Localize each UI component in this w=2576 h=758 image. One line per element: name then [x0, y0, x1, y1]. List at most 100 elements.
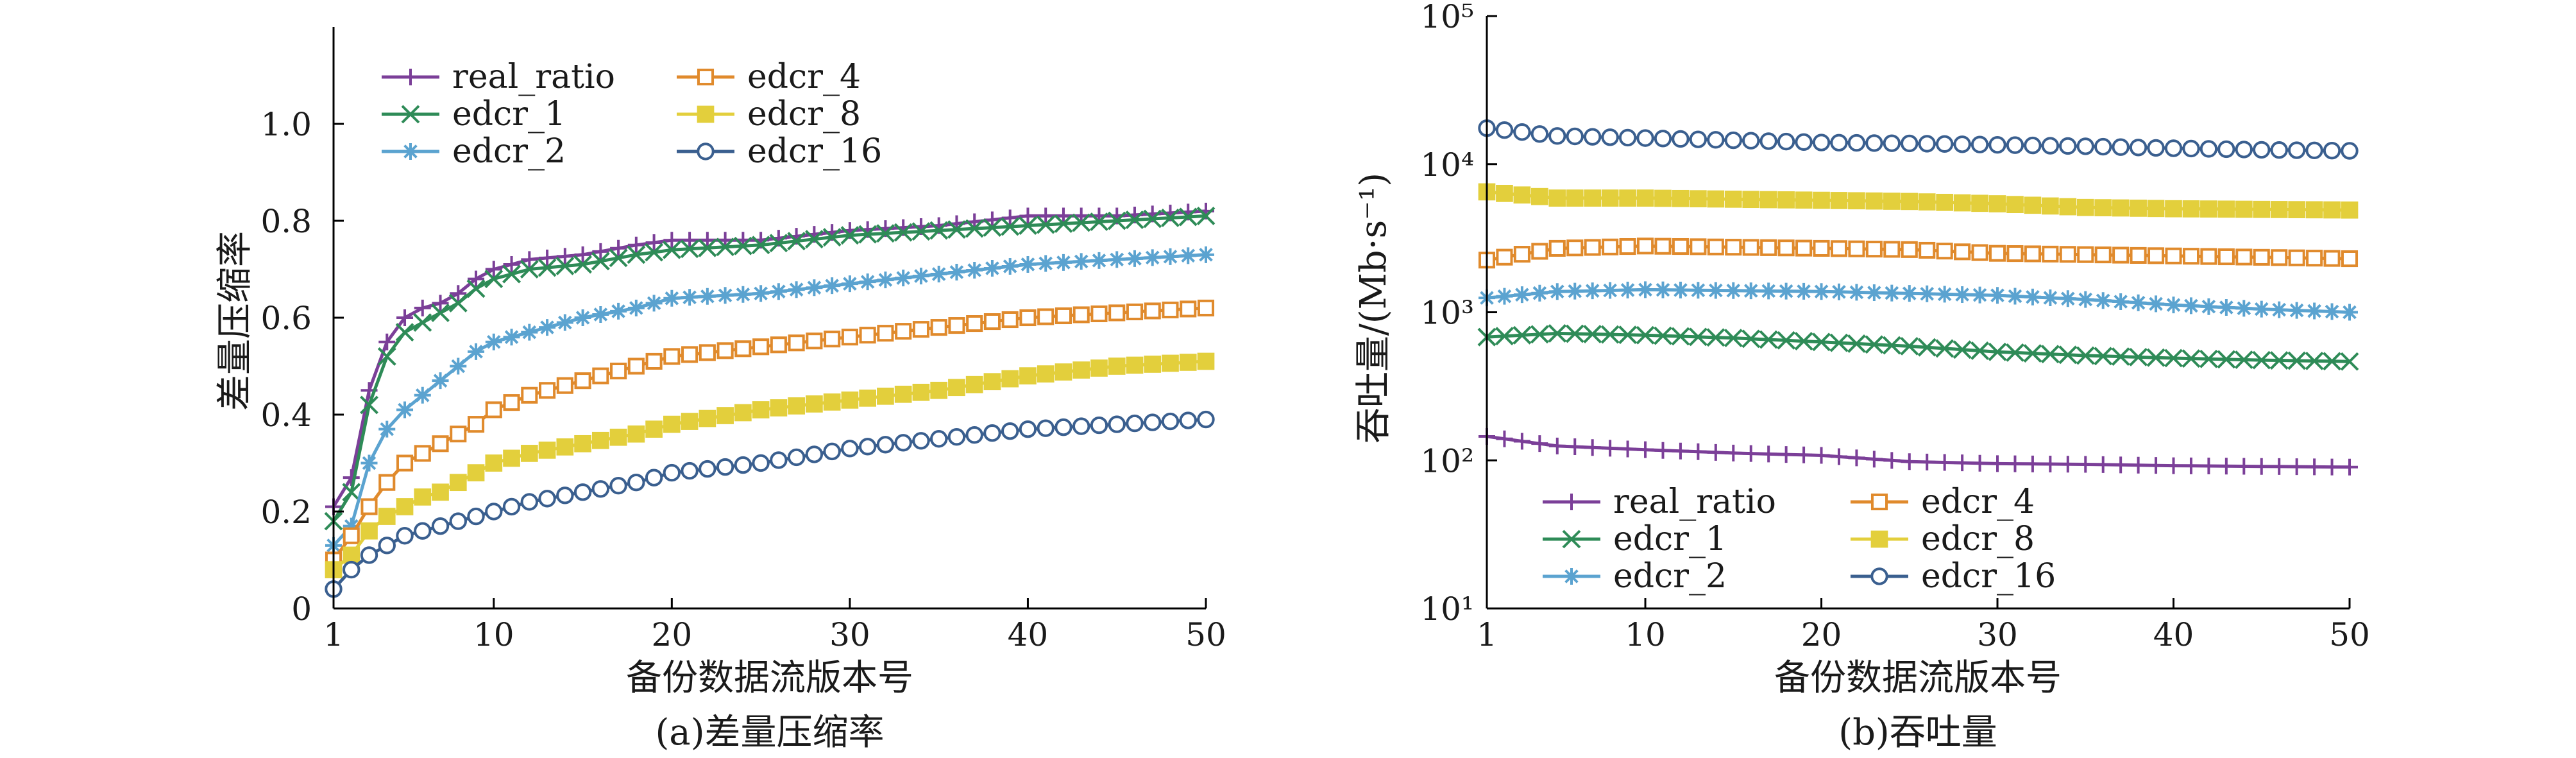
data-point-edcr_8	[503, 449, 520, 467]
data-point-edcr_2	[1707, 282, 1724, 299]
data-point-real_ratio	[1901, 453, 1918, 470]
data-point-edcr_4	[645, 352, 663, 370]
data-point-edcr_8	[414, 488, 432, 506]
data-point-edcr_8	[1971, 194, 1988, 212]
data-point-real_ratio	[396, 309, 414, 326]
data-point-edcr_8	[894, 385, 912, 403]
data-point-edcr_4	[1901, 241, 1918, 258]
data-point-edcr_2	[556, 314, 573, 331]
data-point-edcr_4	[2130, 246, 2147, 264]
x-tick-label: 10	[1625, 616, 1666, 653]
data-point-edcr_8	[716, 407, 734, 424]
data-point-edcr_1	[1495, 327, 1514, 346]
data-point-real_ratio	[1971, 454, 1988, 472]
data-point-edcr_4	[450, 426, 467, 443]
panel-b-y-axis-title: 吞吐量/(Mb·s⁻¹)	[1353, 173, 1394, 444]
x-tick-label: 30	[1977, 616, 2018, 653]
data-point-edcr_2	[2253, 300, 2270, 318]
data-point-edcr_2	[770, 283, 787, 300]
data-point-edcr_8	[360, 522, 378, 540]
data-point-edcr_1	[840, 226, 860, 245]
data-point-edcr_2	[859, 273, 876, 291]
data-point-edcr_2	[1072, 253, 1090, 270]
data-point-edcr_1	[1161, 209, 1180, 227]
series-edcr_16	[1478, 119, 2359, 160]
data-point-edcr_16	[1566, 127, 1584, 146]
data-point-edcr_8	[663, 415, 681, 433]
data-point-real_ratio	[2165, 457, 2182, 474]
data-point-edcr_8	[2165, 200, 2182, 218]
data-point-real_ratio	[1707, 444, 1724, 461]
data-point-edcr_4	[681, 346, 699, 363]
data-point-edcr_8	[1584, 189, 1602, 207]
data-point-real_ratio	[663, 232, 681, 249]
data-point-edcr_16	[2341, 142, 2359, 160]
data-point-real_ratio	[1954, 454, 1971, 472]
data-point-edcr_1	[1036, 215, 1055, 234]
data-point-edcr_2	[1584, 282, 1601, 300]
data-point-edcr_1	[2094, 347, 2113, 366]
data-point-edcr_1	[662, 240, 681, 259]
data-point-edcr_4	[966, 315, 983, 332]
data-point-edcr_4	[1619, 237, 1636, 255]
data-point-real_ratio	[1019, 207, 1037, 225]
data-point-edcr_4	[360, 498, 378, 515]
data-point-edcr_8	[1759, 191, 1777, 209]
series-real_ratio	[1479, 428, 2358, 476]
data-point-edcr_16	[663, 463, 681, 482]
data-point-edcr_1	[520, 260, 539, 279]
data-point-edcr_16	[573, 483, 592, 501]
data-point-edcr_1	[555, 257, 575, 275]
data-point-edcr_1	[1759, 330, 1778, 349]
data-point-edcr_4	[627, 357, 645, 375]
data-point-edcr_1	[360, 395, 378, 415]
data-point-edcr_1	[2111, 347, 2130, 366]
y-tick-label: 0.8	[260, 203, 312, 240]
data-point-edcr_2	[1901, 285, 1918, 302]
data-point-edcr_16	[2129, 139, 2148, 157]
data-point-edcr_16	[1144, 413, 1162, 431]
panel-b-plot-area	[1477, 119, 2359, 476]
data-point-edcr_1	[2269, 351, 2289, 370]
data-point-edcr_4	[716, 342, 734, 359]
data-point-real_ratio	[1919, 453, 1936, 470]
y-tick-label: 0	[291, 590, 312, 628]
data-point-edcr_16	[734, 456, 752, 474]
data-point-edcr_1	[2040, 345, 2060, 364]
data-point-edcr_2	[1672, 281, 1689, 298]
panel-a-ticks: 1 10 20 30 40 50 0 0.2 0.4 0.6 0.8 1.0	[260, 106, 1226, 653]
data-point-edcr_1	[2234, 350, 2253, 369]
data-point-edcr_4	[610, 363, 627, 380]
panel-b-chart: 1 10 20 30 40 50 10¹ 10² 10³ 10⁴ 10⁵ 备份数据流版本号 吞吐量/…	[1353, 0, 2370, 754]
data-point-edcr_1	[2164, 349, 2183, 368]
y-tick-label: 10²	[1420, 442, 1474, 479]
data-point-edcr_8	[1548, 189, 1566, 207]
data-point-real_ratio	[2077, 456, 2094, 473]
panel-a-chart: 1 10 20 30 40 50 0 0.2 0.4 0.6 0.8 1.0 备份数据流版本号 差量压…	[214, 27, 1226, 754]
data-point-edcr_8	[396, 498, 414, 515]
data-point-edcr_4	[2077, 246, 2094, 263]
data-point-edcr_1	[1847, 334, 1866, 353]
series-real_ratio	[325, 202, 1214, 515]
data-point-edcr_1	[769, 234, 788, 253]
data-point-real_ratio	[1725, 444, 1742, 461]
data-point-edcr_2	[734, 286, 752, 303]
y-tick-label: 0.2	[260, 494, 312, 531]
data-point-edcr_16	[1901, 134, 1919, 153]
data-point-edcr_1	[1988, 342, 2007, 361]
data-point-edcr_16	[2147, 139, 2165, 157]
data-point-real_ratio	[2006, 455, 2024, 472]
data-point-edcr_16	[343, 560, 360, 579]
data-point-edcr_1	[1829, 333, 1849, 352]
panel-a-plot-area	[324, 202, 1216, 598]
data-point-edcr_1	[2217, 350, 2236, 369]
data-point-edcr_2	[1883, 284, 1901, 302]
data-point-edcr_8	[1072, 361, 1090, 379]
data-point-edcr_1	[1970, 341, 1989, 360]
data-point-edcr_2	[895, 270, 912, 287]
data-point-real_ratio	[2235, 458, 2253, 475]
data-point-edcr_8	[538, 442, 556, 459]
data-point-real_ratio	[2059, 456, 2076, 473]
legend-label: edcr_4	[1921, 483, 2035, 521]
